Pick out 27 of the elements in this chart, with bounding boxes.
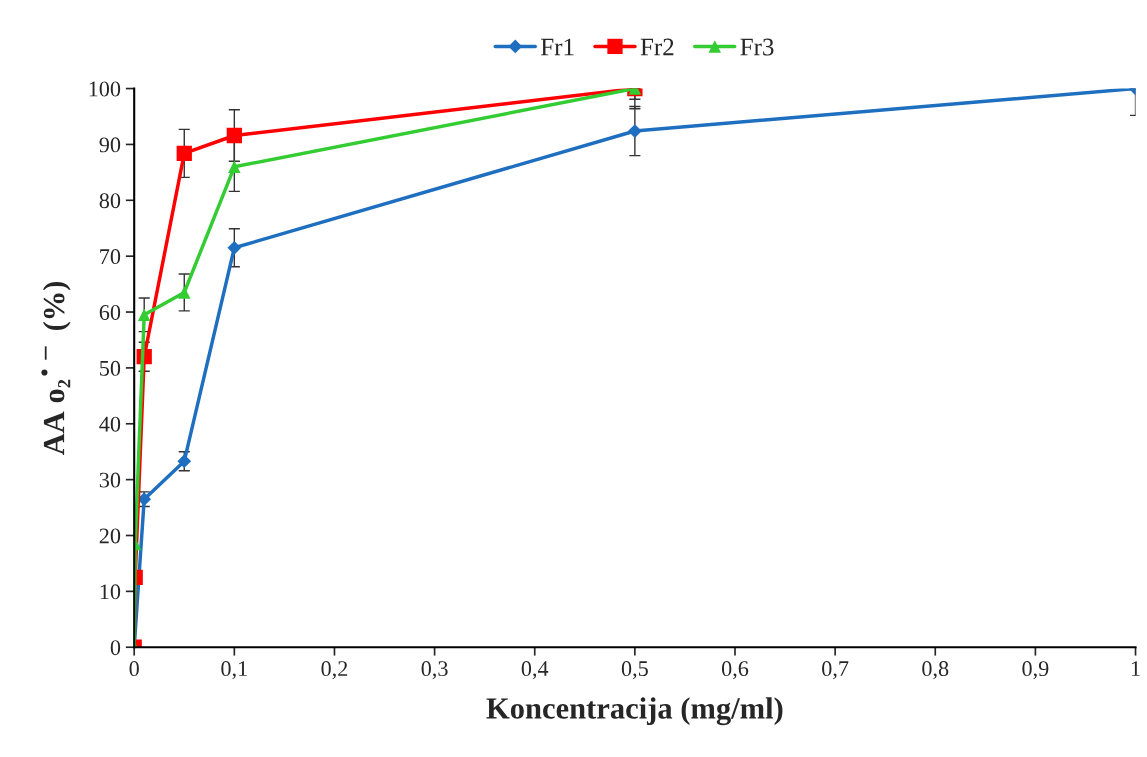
y-tick-label: 20	[99, 528, 121, 544]
legend-label: Fr1	[540, 38, 574, 56]
x-tick-label: 0,8	[922, 661, 949, 680]
y-tick-label: 90	[99, 137, 121, 153]
y-tick-label: 30	[99, 472, 121, 488]
y-tick-label: 60	[99, 304, 121, 320]
y-tick-label: 10	[100, 584, 121, 600]
x-tick-label: 0,5	[621, 661, 648, 680]
y-tick-label: 40	[99, 416, 121, 432]
x-tick-label: 0,4	[521, 661, 549, 680]
legend-label: Fr2	[640, 38, 674, 56]
x-tick-label: 0	[129, 661, 139, 677]
x-axis-title: Koncentracija (mg/ml)	[486, 697, 783, 726]
y-axis-title: AA o₂$^{•−}$ (%)	[41, 281, 71, 455]
legend-label: Fr3	[740, 38, 774, 56]
x-tick-label: 1	[1131, 661, 1140, 676]
x-tick-label: 0,9	[1022, 661, 1049, 680]
y-tick-label: 70	[100, 249, 121, 265]
x-tick-label: 0,2	[321, 661, 348, 680]
x-tick-label: 0,3	[421, 661, 448, 680]
x-tick-label: 0,6	[721, 661, 749, 680]
y-tick-label: 0	[110, 640, 121, 656]
x-tick-label: 0,7	[822, 661, 849, 680]
x-tick-label: 0,1	[221, 661, 247, 680]
y-tick-label: 80	[99, 193, 121, 209]
y-tick-label: 100	[89, 81, 121, 97]
y-tick-label: 50	[100, 360, 121, 376]
